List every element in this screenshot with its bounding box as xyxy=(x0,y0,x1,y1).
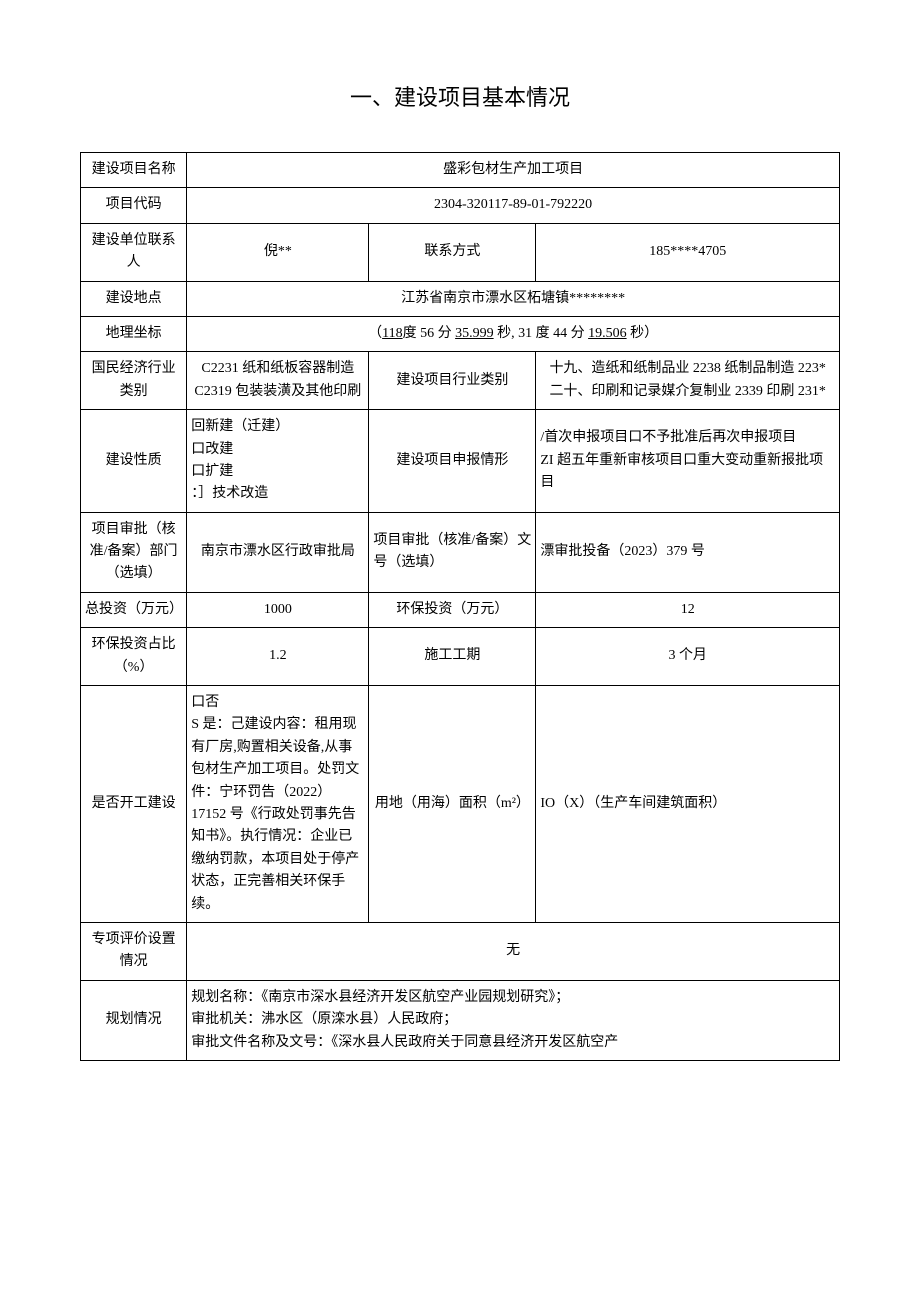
coord-prefix: （ xyxy=(368,326,382,341)
coord-lon-deg: 118 xyxy=(382,326,402,341)
value-contact-name: 倪** xyxy=(187,223,369,281)
table-row: 建设项目名称 盛彩包材生产加工项目 xyxy=(81,153,840,188)
table-row: 建设单位联系人 倪** 联系方式 185****4705 xyxy=(81,223,840,281)
label-approval-no: 项目审批（核准/备案）文号（选填） xyxy=(369,512,536,592)
label-started: 是否开工建设 xyxy=(81,686,187,923)
label-planning: 规划情况 xyxy=(81,980,187,1060)
value-build-nature: 回新建（迁建）口改建口扩建：］技术改造 xyxy=(187,410,369,513)
value-project-name: 盛彩包材生产加工项目 xyxy=(187,153,840,188)
value-env-invest: 12 xyxy=(536,592,840,627)
table-row: 专项评价设置情况 无 xyxy=(81,922,840,980)
project-info-table: 建设项目名称 盛彩包材生产加工项目 项目代码 2304-320117-89-01… xyxy=(80,152,840,1061)
label-declare-type: 建设项目申报情形 xyxy=(369,410,536,513)
value-env-ratio: 1.2 xyxy=(187,628,369,686)
value-approval-dept: 南京市漂水区行政审批局 xyxy=(187,512,369,592)
table-row: 地理坐标 （118度 56 分 35.999 秒, 31 度 44 分 19.5… xyxy=(81,316,840,351)
label-build-nature: 建设性质 xyxy=(81,410,187,513)
label-coords: 地理坐标 xyxy=(81,316,187,351)
value-approval-no: 漂审批投备（2023）379 号 xyxy=(536,512,840,592)
label-contact-method: 联系方式 xyxy=(369,223,536,281)
table-row: 国民经济行业类别 C2231 纸和纸板容器制造C2319 包装装潢及其他印刷 建… xyxy=(81,352,840,410)
label-project-name: 建设项目名称 xyxy=(81,153,187,188)
value-declare-type: /首次申报项目口不予批准后再次申报项目ZI 超五年重新审核项目口重大变动重新报批… xyxy=(536,410,840,513)
coord-t1: 度 56 分 xyxy=(403,326,456,341)
label-special-eval: 专项评价设置情况 xyxy=(81,922,187,980)
value-land-area: IO（X）（生产车间建筑面积） xyxy=(536,686,840,923)
label-industry: 国民经济行业类别 xyxy=(81,352,187,410)
value-total-invest: 1000 xyxy=(187,592,369,627)
value-special-eval: 无 xyxy=(187,922,840,980)
table-row: 环保投资占比（%） 1.2 施工工期 3 个月 xyxy=(81,628,840,686)
label-project-code: 项目代码 xyxy=(81,188,187,223)
label-duration: 施工工期 xyxy=(369,628,536,686)
value-project-industry: 十九、造纸和纸制品业 2238 纸制品制造 223*二十、印刷和记录媒介复制业 … xyxy=(536,352,840,410)
label-env-ratio: 环保投资占比（%） xyxy=(81,628,187,686)
table-row: 建设性质 回新建（迁建）口改建口扩建：］技术改造 建设项目申报情形 /首次申报项… xyxy=(81,410,840,513)
coord-lat-sec: 19.506 xyxy=(588,326,627,341)
label-land-area: 用地（用海）面积（m²） xyxy=(369,686,536,923)
label-approval-dept: 项目审批（核准/备案）部门（选填） xyxy=(81,512,187,592)
value-started: 口否S 是：己建设内容：租用现有厂房,购置相关设备,从事包材生产加工项目。处罚文… xyxy=(187,686,369,923)
table-row: 是否开工建设 口否S 是：己建设内容：租用现有厂房,购置相关设备,从事包材生产加… xyxy=(81,686,840,923)
table-row: 总投资（万元） 1000 环保投资（万元） 12 xyxy=(81,592,840,627)
value-project-code: 2304-320117-89-01-792220 xyxy=(187,188,840,223)
value-contact-phone: 185****4705 xyxy=(536,223,840,281)
label-location: 建设地点 xyxy=(81,281,187,316)
value-industry-code: C2231 纸和纸板容器制造C2319 包装装潢及其他印刷 xyxy=(187,352,369,410)
table-row: 项目代码 2304-320117-89-01-792220 xyxy=(81,188,840,223)
label-env-invest: 环保投资（万元） xyxy=(369,592,536,627)
coord-suffix: 秒） xyxy=(627,326,659,341)
coord-lon-sec: 35.999 xyxy=(455,326,494,341)
value-coords: （118度 56 分 35.999 秒, 31 度 44 分 19.506 秒） xyxy=(187,316,840,351)
coord-t2: 秒, 31 度 44 分 xyxy=(494,326,589,341)
value-location: 江苏省南京市漂水区柘塘镇******** xyxy=(187,281,840,316)
table-row: 规划情况 规划名称：《南京市深水县经济开发区航空产业园规划研究》；审批机关：沸水… xyxy=(81,980,840,1060)
label-contact: 建设单位联系人 xyxy=(81,223,187,281)
table-row: 项目审批（核准/备案）部门（选填） 南京市漂水区行政审批局 项目审批（核准/备案… xyxy=(81,512,840,592)
label-total-invest: 总投资（万元） xyxy=(81,592,187,627)
page-title: 一、建设项目基本情况 xyxy=(80,80,840,112)
value-duration: 3 个月 xyxy=(536,628,840,686)
value-planning: 规划名称：《南京市深水县经济开发区航空产业园规划研究》；审批机关：沸水区（原滦水… xyxy=(187,980,840,1060)
table-row: 建设地点 江苏省南京市漂水区柘塘镇******** xyxy=(81,281,840,316)
label-project-industry: 建设项目行业类别 xyxy=(369,352,536,410)
